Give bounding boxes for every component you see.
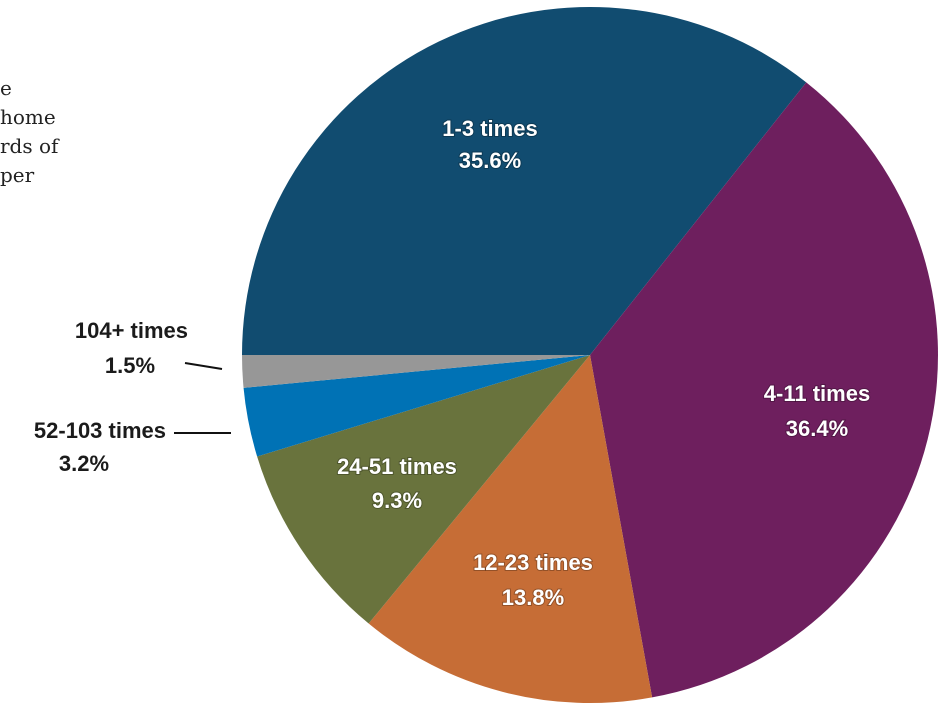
- intro-text: e home rds of per: [0, 74, 110, 190]
- slice-label-24-51: 24-51 times: [337, 454, 457, 479]
- slice-value-104plus: 1.5%: [105, 353, 155, 378]
- intro-line: per: [0, 163, 35, 187]
- slice-value-24-51: 9.3%: [372, 488, 422, 513]
- slice-52-103: [243, 355, 591, 457]
- leader-line-104plus: [184, 362, 223, 370]
- slice-104plus: [242, 355, 590, 388]
- intro-line: e: [0, 76, 12, 100]
- slice-value-4-11: 36.4%: [786, 416, 848, 441]
- slice-label-104plus: 104+ times: [75, 318, 188, 343]
- slice-label-12-23: 12-23 times: [473, 550, 593, 575]
- slice-4-11: [590, 82, 938, 698]
- slice-label-4-11: 4-11 times: [764, 381, 870, 406]
- leader-lines: [174, 362, 231, 434]
- slice-12-23: [368, 355, 653, 703]
- slice-value-1-3: 35.6%: [459, 148, 521, 173]
- slice-1-3: [242, 7, 807, 356]
- slice-labels: 1-3 times 35.6% 4-11 times 36.4% 12-23 t…: [34, 115, 871, 611]
- slice-label-1-3: 1-3 times: [442, 116, 537, 141]
- intro-line: rds of: [0, 134, 59, 158]
- slice-24-51: [257, 355, 590, 624]
- intro-line: home: [0, 105, 56, 129]
- pie-slices: [242, 7, 938, 703]
- slice-value-52-103: 3.2%: [59, 451, 109, 476]
- slice-label-52-103: 52-103 times: [34, 418, 166, 443]
- slice-value-12-23: 13.8%: [502, 585, 564, 610]
